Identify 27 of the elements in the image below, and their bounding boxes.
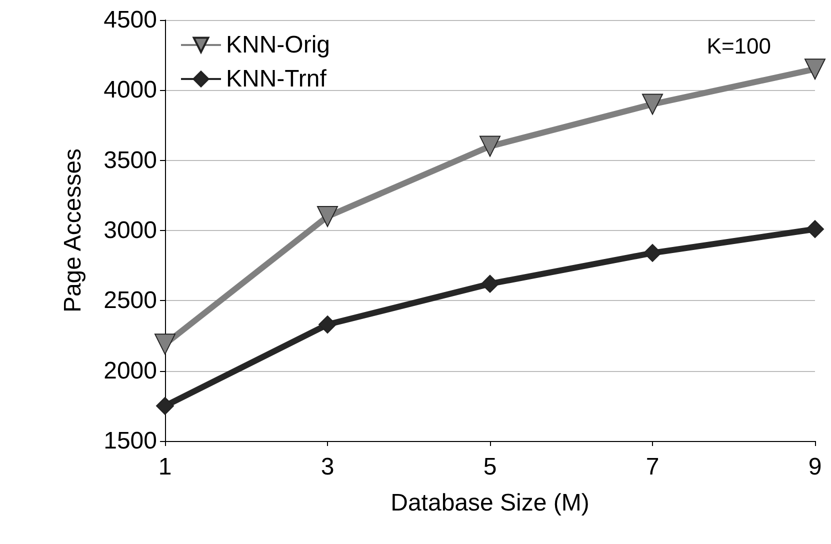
y-tick-label: 4000 [104,76,157,104]
point [481,274,499,293]
x-axis-title: Database Size (M) [390,490,590,516]
annotation: K=100 [706,34,772,58]
y-tick-label: 2500 [104,287,157,314]
legend-label: KNN-Orig [226,32,330,58]
point [804,58,826,80]
point [318,316,336,334]
x-tick-label: 1 [158,454,172,480]
point [642,94,663,115]
y-tick-label: 3000 [104,217,157,244]
x-tick-label: 3 [320,454,334,480]
y-axis-title: Page Accesses [60,148,86,313]
y-tick-label: 2000 [104,357,157,384]
point [806,220,824,238]
x-tick-label: 7 [646,454,660,480]
y-tick-label: 3500 [104,146,157,174]
point [644,244,662,262]
point [480,136,500,157]
point [156,396,174,415]
y-tick-label: 4500 [104,6,157,34]
y-tick-label: 1500 [104,428,157,454]
x-tick-label: 9 [808,454,822,480]
point [317,206,338,227]
legend-label: KNN-Trnf [226,66,327,92]
point [154,334,176,355]
x-tick-label: 5 [483,454,497,480]
